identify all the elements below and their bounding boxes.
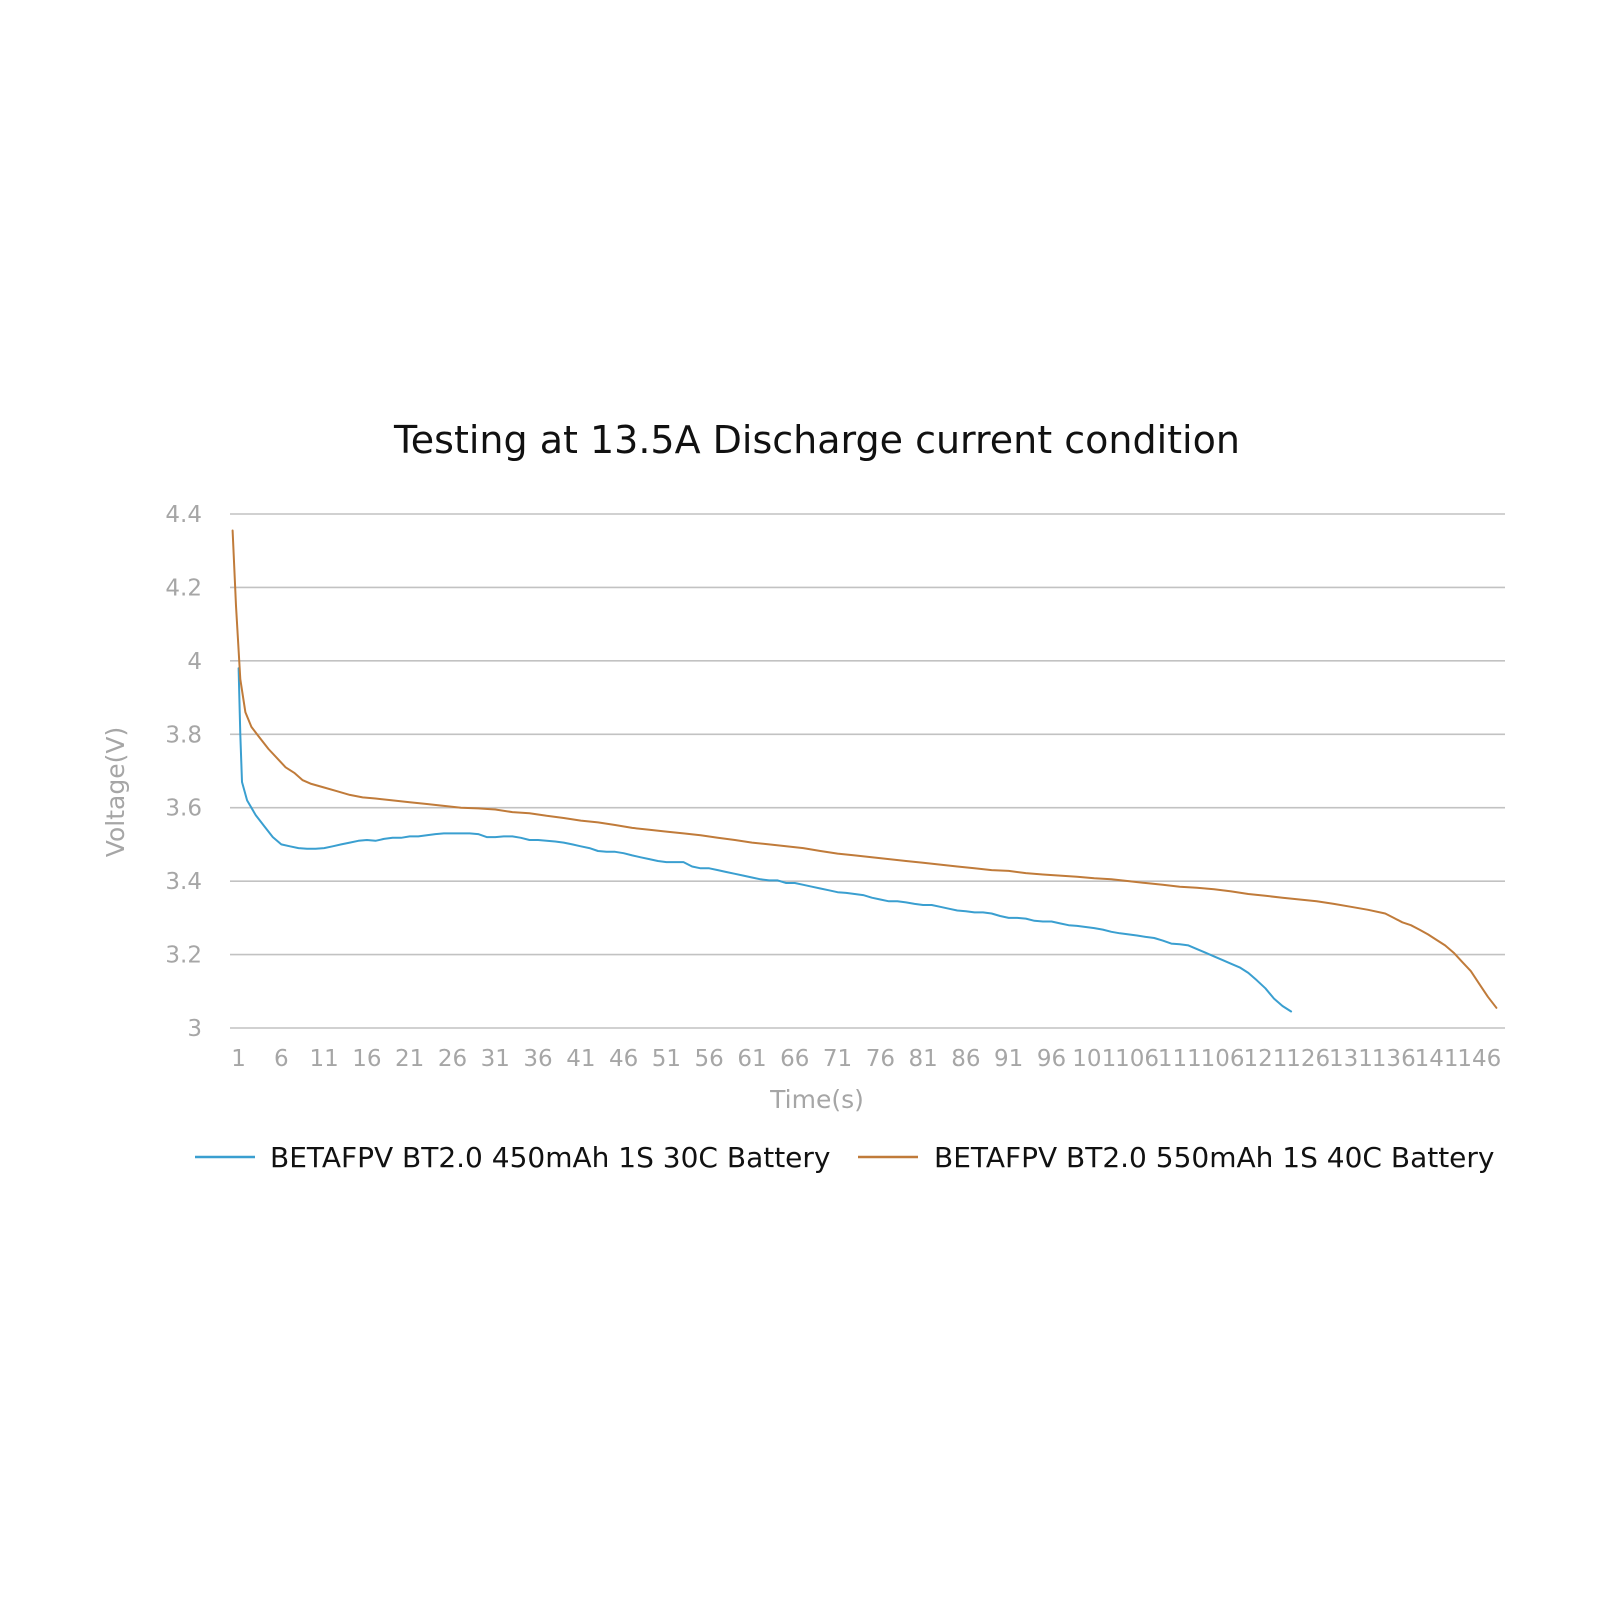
x-tick-label: 141: [1415, 1046, 1459, 1072]
x-tick-label: 56: [695, 1046, 724, 1072]
x-tick-label: 41: [566, 1046, 595, 1072]
legend-label-2: BETAFPV BT2.0 550mAh 1S 40C Battery: [934, 1141, 1495, 1174]
chart-title: Testing at 13.5A Discharge current condi…: [393, 418, 1240, 462]
legend: BETAFPV BT2.0 450mAh 1S 30C Battery BETAF…: [195, 1141, 1495, 1174]
x-tick-label: 81: [908, 1046, 937, 1072]
x-tick-label: 76: [866, 1046, 895, 1072]
series-line-1: [237, 667, 1293, 1013]
y-tick-label: 3: [187, 1016, 202, 1042]
y-tick-label: 4: [187, 649, 202, 675]
y-tick-label: 3.8: [165, 722, 202, 748]
x-axis-ticks: 1 6 11 16 21 26 31 36 41 46 51 56 61 66 71 76 81 86 91 96 10…: [231, 1046, 1501, 1072]
x-tick-label: 1: [231, 1046, 246, 1072]
x-tick-label: 121: [1243, 1046, 1287, 1072]
x-tick-label: 31: [481, 1046, 510, 1072]
x-tick-label: 71: [823, 1046, 852, 1072]
x-tick-label: 146: [1457, 1046, 1501, 1072]
series-line-2: [231, 529, 1498, 1009]
x-tick-label: 36: [523, 1046, 552, 1072]
x-tick-label: 106: [1201, 1046, 1245, 1072]
x-axis-label: Time(s): [769, 1085, 864, 1114]
y-tick-label: 3.6: [165, 796, 202, 822]
legend-label-1: BETAFPV BT2.0 450mAh 1S 30C Battery: [270, 1141, 831, 1174]
gridlines: [230, 513, 1505, 1029]
x-tick-label: 61: [737, 1046, 766, 1072]
x-tick-label: 51: [652, 1046, 681, 1072]
x-tick-label: 96: [1037, 1046, 1066, 1072]
x-tick-label: 11: [309, 1046, 338, 1072]
x-tick-label: 16: [352, 1046, 381, 1072]
x-tick-label: 136: [1372, 1046, 1416, 1072]
x-tick-label: 26: [438, 1046, 467, 1072]
x-tick-label: 111: [1158, 1046, 1202, 1072]
x-tick-label: 46: [609, 1046, 638, 1072]
y-axis-ticks: 3 3.2 3.4 3.6 3.8 4 4.2 4.4: [165, 502, 202, 1042]
x-tick-label: 6: [274, 1046, 289, 1072]
x-tick-label: 91: [994, 1046, 1023, 1072]
x-tick-label: 101: [1072, 1046, 1116, 1072]
x-tick-label: 126: [1286, 1046, 1330, 1072]
x-tick-label: 106: [1115, 1046, 1159, 1072]
x-tick-label: 21: [395, 1046, 424, 1072]
y-tick-label: 4.4: [165, 502, 202, 528]
x-tick-label: 131: [1329, 1046, 1373, 1072]
y-tick-label: 4.2: [165, 575, 202, 601]
x-tick-label: 66: [780, 1046, 809, 1072]
y-axis-label: Voltage(V): [101, 727, 130, 857]
y-tick-label: 3.2: [165, 943, 202, 969]
plot-area: [231, 529, 1498, 1013]
x-tick-label: 86: [951, 1046, 980, 1072]
y-tick-label: 3.4: [165, 869, 202, 895]
